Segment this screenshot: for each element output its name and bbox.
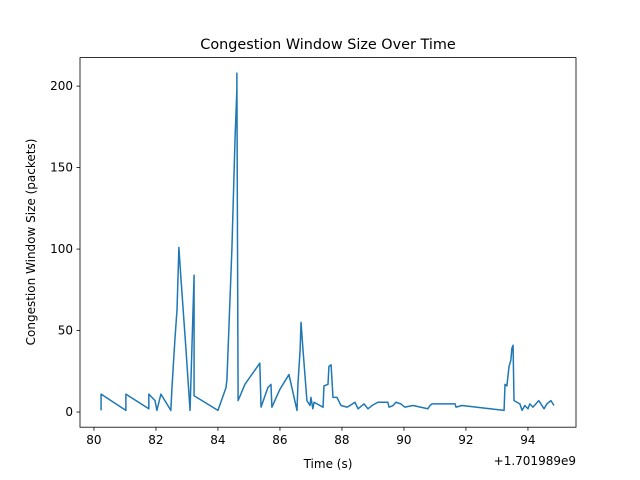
chart-title: Congestion Window Size Over Time <box>200 37 456 53</box>
x-tick-label: 86 <box>272 433 287 447</box>
x-tick-label: 84 <box>210 433 225 447</box>
x-tick-label: 88 <box>334 433 349 447</box>
x-axis-label: Time (s) <box>303 457 353 471</box>
x-tick-label: 94 <box>520 433 535 447</box>
axes-frame <box>79 57 577 428</box>
y-tick-label: 200 <box>50 79 73 93</box>
x-offset-label: +1.701989e9 <box>494 454 576 468</box>
y-axis-label: Congestion Window Size (packets) <box>24 139 38 346</box>
data-line <box>100 72 555 412</box>
y-tick-label: 100 <box>50 242 73 256</box>
y-tick-label: 50 <box>58 324 73 338</box>
x-tick-label: 80 <box>86 433 101 447</box>
x-tick-label: 90 <box>396 433 411 447</box>
x-tick-label: 92 <box>458 433 473 447</box>
x-tick-label: 82 <box>148 433 163 447</box>
y-tick-label: 150 <box>50 161 73 175</box>
plot-area <box>100 72 555 412</box>
y-tick-label: 0 <box>65 405 73 419</box>
